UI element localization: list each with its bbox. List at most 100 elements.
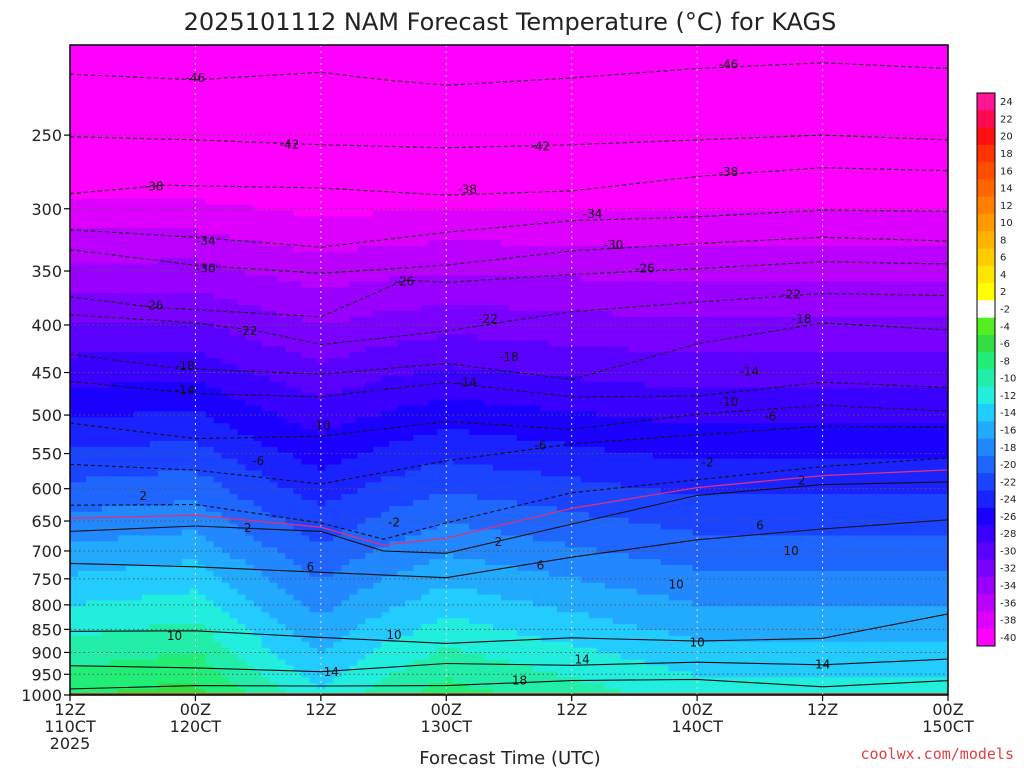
contour-label: 18 [512,674,527,688]
contour-lines [70,62,948,690]
x-tick-label: 00Z [681,700,712,719]
contour-line-m2 [70,457,948,540]
colorbar-label: -20 [1000,460,1016,471]
colorbar-swatch [977,611,995,630]
contour-label: 14 [815,657,830,671]
contour-label: 10 [689,636,704,650]
colorbar-label: 6 [1000,253,1006,264]
y-tick-label: 600 [31,480,62,499]
contour-label: -2 [388,515,400,529]
contour-label: -34 [196,234,216,248]
x-tick-label: 2025 [50,734,91,753]
colorbar-swatch [977,438,995,457]
contour-line-10 [70,613,948,644]
x-tick-label: 12Z [305,700,336,719]
colorbar-swatch [977,144,995,163]
colorbar-label: -40 [1000,633,1016,644]
colorbar-swatch [977,507,995,526]
contour-line-m22 [70,292,948,346]
y-tick-label: 400 [31,316,62,335]
colorbar-swatch [977,559,995,578]
contour-label: -6 [252,454,264,468]
colorbar-frame [976,92,996,647]
contour-label: -6 [534,438,546,452]
colorbar-swatch [977,162,995,180]
contour-label: -38 [719,165,739,179]
colorbar-label: -10 [1000,374,1016,385]
colorbar-label: -6 [1000,339,1010,350]
contour-label: 2 [139,489,147,503]
contour-label: -18 [792,312,812,326]
colorbar-swatch [977,127,995,146]
contour-line-m38 [70,167,948,196]
contour-label: -6 [764,410,776,424]
contour-line-2 [70,481,948,554]
x-tick-label: 12Z [556,700,587,719]
colorbar-swatch [977,594,995,612]
y-tick-label: 850 [31,620,62,639]
colorbar-swatch [977,404,995,422]
contour-label: 2 [495,535,503,549]
grid-lines [70,45,948,695]
ground-strip [70,693,948,695]
colorbar-swatch [977,179,995,198]
ground-fill [70,693,948,695]
colorbar-label: -2 [1000,305,1010,316]
colorbar-swatch [977,576,995,595]
y-tick-label: 550 [31,445,62,464]
contour-label: 10 [669,578,684,592]
contour-label: 6 [537,559,545,573]
contour-label: 10 [167,629,182,643]
colorbar-label: 18 [1000,149,1013,160]
colorbar-swatch [977,628,995,647]
x-tick-label: 00Z [180,700,211,719]
contour-label: -18 [175,359,195,373]
contour-label: -42 [280,138,300,152]
contour-label: -26 [144,298,164,312]
contour-label: -22 [781,288,801,302]
contour-label: -34 [583,207,603,221]
colorbar-swatch [977,110,995,128]
x-tick-label: 00Z [431,700,462,719]
temperature-fill [70,45,948,695]
contour-line-m30 [70,236,948,274]
colorbar-swatch [977,213,995,232]
y-tick-label: 500 [31,406,62,425]
colorbar-label: -34 [1000,581,1016,592]
contour-line-6 [70,519,948,579]
colorbar-swatch [977,248,995,267]
contour-label: -38 [144,180,164,194]
colorbar-label: 2 [1000,287,1006,298]
contour-line-m26 [70,261,948,318]
y-tick-label: 900 [31,643,62,662]
colorbar-label: -14 [1000,408,1016,419]
colorbar-label: -28 [1000,529,1016,540]
contour-label: -10 [311,418,331,432]
colorbar-label: -32 [1000,564,1016,575]
contour-label: -42 [531,139,551,153]
colorbar-swatch [977,317,995,336]
x-tick-label: 130CT [421,717,473,736]
y-tick-label: 300 [31,200,62,219]
x-axis-label: Forecast Time (UTC) [419,748,600,768]
x-tick-label: 12Z [54,700,85,719]
contour-label: -46 [186,71,206,85]
colorbar-swatch [977,455,995,474]
plot-frame [69,44,949,696]
y-tick-label: 750 [31,570,62,589]
colorbar-label: 12 [1000,201,1013,212]
freezing-line [70,469,948,546]
colorbar-swatch [977,231,995,249]
contour-label: 6 [756,518,764,532]
colorbar-swatch [977,542,995,560]
colorbar-label: -12 [1000,391,1016,402]
chart-title: 2025101112 NAM Forecast Temperature (°C)… [184,8,837,36]
x-tick-label: 120CT [170,717,222,736]
y-tick-label: 450 [31,364,62,383]
contour-label: -22 [238,324,258,338]
contour-label: -22 [478,312,498,326]
contour-label: 10 [784,544,799,558]
colorbar-label: 20 [1000,132,1013,143]
contour-label: 6 [307,560,315,574]
